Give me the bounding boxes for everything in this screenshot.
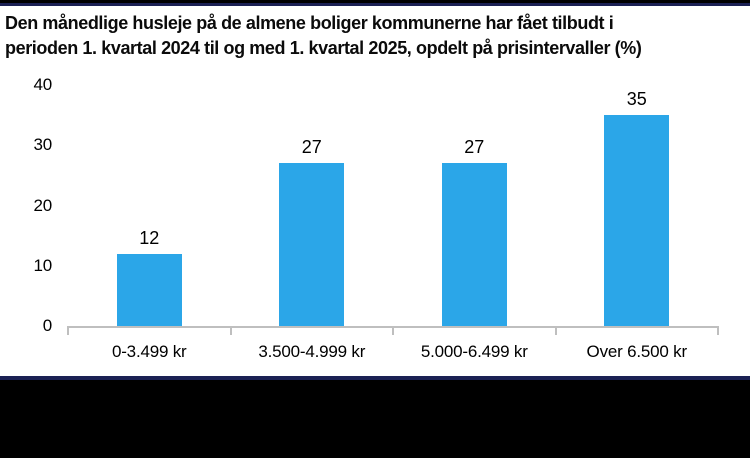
axis-tick bbox=[717, 326, 719, 335]
bar bbox=[604, 115, 670, 326]
bar-chart: 0 10 20 30 40 12 0-3.499 kr 27 3.500-4.999 kr 27 5… bbox=[0, 66, 750, 376]
top-navy-divider bbox=[0, 3, 750, 6]
axis-tick bbox=[67, 326, 69, 335]
x-axis-label: 0-3.499 kr bbox=[111, 342, 187, 361]
bar bbox=[279, 163, 345, 326]
chart-title: Den månedlige husleje på de almene bolig… bbox=[0, 6, 750, 66]
chart-title-line-2: perioden 1. kvartal 2024 til og med 1. k… bbox=[5, 38, 642, 58]
x-axis-label: 5.000-6.499 kr bbox=[420, 342, 528, 361]
axis-tick bbox=[554, 326, 557, 335]
bottom-navy-divider bbox=[0, 376, 750, 380]
x-axis-label: 3.500-4.999 kr bbox=[258, 342, 366, 361]
chart-title-line-1: Den månedlige husleje på de almene bolig… bbox=[5, 13, 614, 33]
bar-value-label: 27 bbox=[464, 137, 485, 158]
top-black-strip bbox=[0, 0, 750, 3]
y-axis-label: 20 bbox=[33, 195, 52, 215]
axis-tick bbox=[229, 326, 232, 335]
bottom-black-strip bbox=[0, 380, 750, 458]
bar-value-label: 27 bbox=[301, 137, 322, 158]
bar-value-label: 12 bbox=[139, 227, 160, 248]
bar bbox=[441, 163, 507, 326]
y-axis-label: 0 bbox=[42, 316, 52, 335]
y-axis-label: 10 bbox=[33, 255, 52, 275]
bar bbox=[116, 253, 182, 326]
bar-value-label: 35 bbox=[626, 89, 647, 110]
x-axis-label: Over 6.500 kr bbox=[586, 342, 688, 361]
axis-tick bbox=[392, 326, 394, 335]
y-axis-label: 30 bbox=[33, 135, 52, 155]
y-axis-label: 40 bbox=[33, 75, 52, 94]
